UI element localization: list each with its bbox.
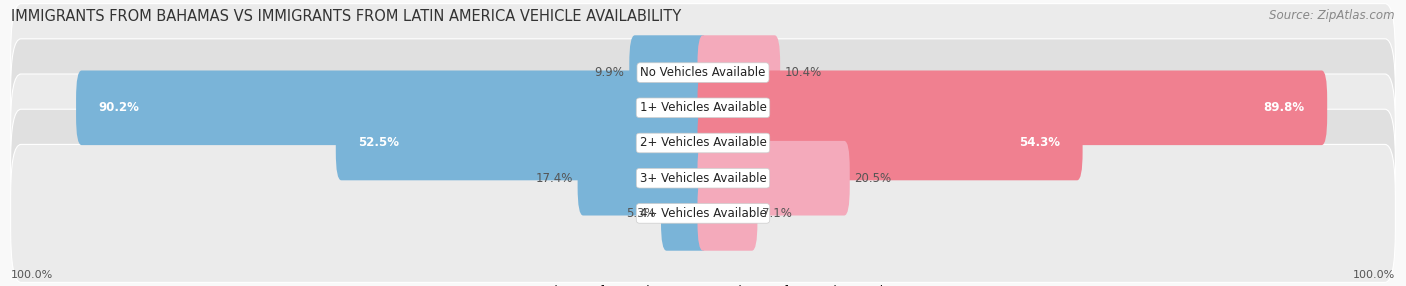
Text: 10.4%: 10.4% xyxy=(785,66,823,79)
FancyBboxPatch shape xyxy=(336,106,709,180)
Text: 1+ Vehicles Available: 1+ Vehicles Available xyxy=(640,101,766,114)
FancyBboxPatch shape xyxy=(630,35,709,110)
Text: Source: ZipAtlas.com: Source: ZipAtlas.com xyxy=(1270,9,1395,21)
FancyBboxPatch shape xyxy=(76,70,709,145)
Text: 20.5%: 20.5% xyxy=(855,172,891,185)
Text: 4+ Vehicles Available: 4+ Vehicles Available xyxy=(640,207,766,220)
Legend: Immigrants from Bahamas, Immigrants from Latin America: Immigrants from Bahamas, Immigrants from… xyxy=(509,285,897,286)
FancyBboxPatch shape xyxy=(697,70,1327,145)
Text: 100.0%: 100.0% xyxy=(1353,270,1395,280)
Text: 52.5%: 52.5% xyxy=(359,136,399,150)
FancyBboxPatch shape xyxy=(661,176,709,251)
Text: 90.2%: 90.2% xyxy=(98,101,139,114)
Text: 54.3%: 54.3% xyxy=(1019,136,1060,150)
FancyBboxPatch shape xyxy=(697,176,758,251)
FancyBboxPatch shape xyxy=(697,106,1083,180)
FancyBboxPatch shape xyxy=(697,141,849,216)
FancyBboxPatch shape xyxy=(11,39,1395,177)
Text: 89.8%: 89.8% xyxy=(1264,101,1305,114)
FancyBboxPatch shape xyxy=(11,4,1395,142)
FancyBboxPatch shape xyxy=(578,141,709,216)
Text: 100.0%: 100.0% xyxy=(11,270,53,280)
Text: 2+ Vehicles Available: 2+ Vehicles Available xyxy=(640,136,766,150)
Text: No Vehicles Available: No Vehicles Available xyxy=(640,66,766,79)
Text: 3+ Vehicles Available: 3+ Vehicles Available xyxy=(640,172,766,185)
FancyBboxPatch shape xyxy=(11,144,1395,282)
Text: 7.1%: 7.1% xyxy=(762,207,792,220)
Text: 5.3%: 5.3% xyxy=(627,207,657,220)
FancyBboxPatch shape xyxy=(11,74,1395,212)
FancyBboxPatch shape xyxy=(697,35,780,110)
Text: 9.9%: 9.9% xyxy=(595,66,624,79)
FancyBboxPatch shape xyxy=(11,109,1395,247)
Text: IMMIGRANTS FROM BAHAMAS VS IMMIGRANTS FROM LATIN AMERICA VEHICLE AVAILABILITY: IMMIGRANTS FROM BAHAMAS VS IMMIGRANTS FR… xyxy=(11,9,682,23)
Text: 17.4%: 17.4% xyxy=(536,172,572,185)
